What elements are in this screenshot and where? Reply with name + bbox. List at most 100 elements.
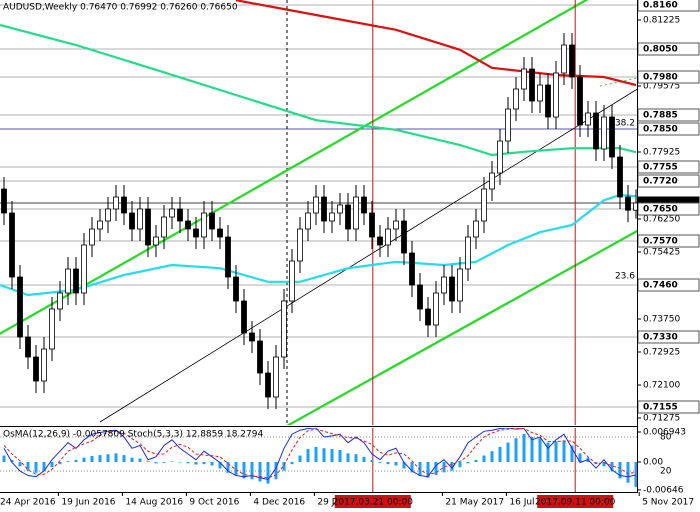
fib-label: 38.2 [615, 119, 635, 129]
candle-body [209, 212, 215, 230]
level-label: 0.7650 [643, 205, 678, 215]
osma-bar [362, 456, 366, 463]
osma-bar [618, 462, 622, 479]
osma-bar [626, 462, 630, 483]
candle-body [201, 212, 207, 238]
marker-label: 2017.09.11 00:00 [535, 498, 616, 508]
candle-body [577, 76, 583, 126]
candle-body [169, 208, 175, 218]
candle-body [457, 268, 463, 302]
candle-body [17, 276, 23, 338]
x-tick-label: 24 Apr 2016 [0, 498, 56, 508]
candle-body [9, 212, 15, 278]
osma-bar [26, 462, 30, 471]
candle-body [441, 276, 447, 294]
y-tick-label: 0.76250 [643, 215, 680, 225]
candle-body [281, 300, 287, 358]
osma-bar [66, 461, 70, 463]
osma-bar [354, 454, 358, 463]
candle-body [337, 204, 343, 214]
candle-body [433, 292, 439, 326]
osma-bar [554, 441, 558, 463]
osma-bar [506, 442, 510, 463]
candle-body [481, 188, 487, 222]
osma-bar [90, 455, 94, 463]
candle-body [329, 212, 335, 222]
osma-bar [410, 462, 414, 473]
osma-bar [442, 462, 446, 473]
candle-body [65, 268, 71, 294]
osma-bar [490, 451, 494, 463]
osma-bar [162, 462, 166, 463]
candle-body [553, 72, 559, 118]
candle-body [345, 204, 351, 230]
osma-bar [202, 462, 206, 465]
x-tick-label: 9 Oct 2016 [189, 498, 239, 508]
indicator-panel [0, 428, 637, 492]
osma-bar [138, 458, 142, 463]
moving-averages [0, 0, 637, 297]
osma-bar [482, 455, 486, 463]
candle-body [529, 68, 535, 102]
osma-bar [562, 440, 566, 463]
candle-body [273, 356, 279, 398]
candle-body [161, 216, 167, 238]
trend-line-extension [599, 77, 637, 87]
candle-body [177, 208, 183, 222]
moving-average [0, 23, 637, 157]
osma-bar [274, 462, 278, 480]
osma-bar [114, 453, 118, 463]
level-label: 0.7980 [643, 73, 678, 83]
chart-title: AUDUSD,Weekly 0.76470 0.76992 0.76260 0.… [3, 3, 238, 13]
osma-tick-label: -0.00646 [643, 485, 684, 495]
x-tick-label: 16 Jul 2017 [509, 498, 560, 508]
x-tick-label: 21 May 2017 [445, 498, 504, 508]
osma-bar [530, 436, 534, 463]
candle-body [569, 44, 575, 78]
osma-bar [130, 457, 134, 463]
osma-bar [426, 462, 430, 478]
level-label: 0.8050 [643, 45, 678, 55]
osma-bar [42, 462, 46, 471]
x-tick-label: 4 Dec 2016 [253, 498, 305, 508]
x-tick-label: 19 Jun 2016 [61, 498, 115, 508]
osma-tick-label: 0.006943 [643, 428, 686, 438]
osma-bar [394, 462, 398, 466]
level-label: 0.7885 [643, 111, 678, 121]
osma-bar [498, 446, 502, 463]
x-tick-label: 14 Aug 2016 [125, 498, 183, 508]
osma-bar [282, 462, 286, 471]
candle-body [257, 340, 263, 374]
candle-body [353, 196, 359, 230]
osma-bar [82, 457, 86, 463]
candle-body [73, 268, 79, 294]
channel-lower [286, 229, 637, 425]
candle-body [425, 308, 431, 326]
y-tick-label: 0.72100 [643, 381, 680, 391]
candle-body [625, 196, 631, 211]
candle-body [121, 196, 127, 214]
osma-bar [466, 462, 470, 464]
y-tick-label: 0.75425 [643, 248, 680, 258]
markers [372, 0, 576, 425]
candle-body [185, 220, 191, 230]
osma-bar [386, 462, 390, 465]
osma-bar [186, 462, 190, 464]
candle-body [489, 172, 495, 190]
candle-body [513, 88, 519, 110]
x-tick-label: 5 Nov 2017 [642, 498, 694, 508]
indicator-label: OsMA(12,26,9) -0.0057809 Stoch(5,3,3) 12… [3, 430, 263, 440]
osma-bar [10, 459, 14, 463]
candle-body [537, 84, 543, 102]
candle-body [241, 300, 247, 334]
candle-body [305, 212, 311, 230]
level-label: 0.7850 [643, 125, 678, 135]
candle-body [561, 44, 567, 74]
osma-bar [602, 462, 606, 467]
level-label: 0.7330 [643, 333, 678, 343]
osma-bar [370, 459, 374, 463]
y-tick-label: 0.79575 [643, 82, 680, 92]
osma-bar [154, 462, 158, 464]
candle-body [633, 202, 637, 211]
level-label: 0.7570 [643, 237, 678, 247]
